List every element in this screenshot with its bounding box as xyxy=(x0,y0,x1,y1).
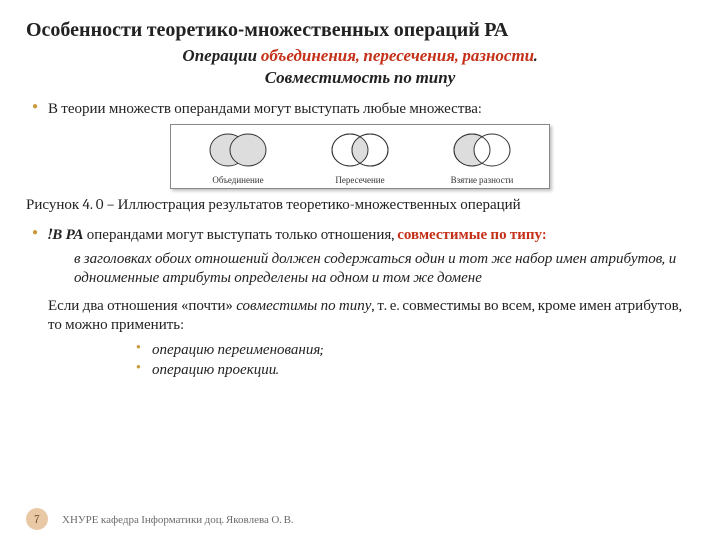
venn-intersect-icon xyxy=(320,129,400,171)
bullet-2: !В РА операндами могут выступать только … xyxy=(26,224,694,244)
main-list: В теории множеств операндами могут высту… xyxy=(26,98,694,118)
venn-intersect: Пересечение xyxy=(315,129,405,186)
subtitle-emphasis: объединения, пересечения, разности xyxy=(261,47,534,66)
bullet-2-red: совместимые по типу: xyxy=(397,225,546,243)
venn-row: Объединение Пересечение xyxy=(177,129,543,186)
subtitle-pre: Операции xyxy=(182,47,260,66)
venn-union-icon xyxy=(198,129,278,171)
bullet-2-warn: !В РА xyxy=(48,225,83,243)
bullet-2-mid: операндами могут выступать только отноше… xyxy=(83,225,397,243)
venn-figure: Объединение Пересечение xyxy=(170,124,550,189)
slide-subtitle-2: Совместимость по типу xyxy=(26,68,694,88)
figure-wrap: Объединение Пересечение xyxy=(26,124,694,189)
page-number: 7 xyxy=(26,508,48,530)
main-list-2: !В РА операндами могут выступать только … xyxy=(26,224,694,244)
sub-item-2: операцию проекции. xyxy=(136,359,694,379)
indent-definition: в заголовках обоих отношений должен соде… xyxy=(74,249,694,288)
para-italic: совместимы по типу xyxy=(236,296,371,314)
venn-union: Объединение xyxy=(193,129,283,186)
slide-footer: 7 ХНУРЕ кафедра Інформатики доц. Яковлев… xyxy=(26,508,293,530)
slide: Особенности теоретико-множественных опер… xyxy=(0,0,720,540)
slide-title: Особенности теоретико-множественных опер… xyxy=(26,18,694,42)
venn-diff-label: Взятие разности xyxy=(437,175,527,186)
slide-subtitle: Операции объединения, пересечения, разно… xyxy=(26,46,694,66)
venn-union-label: Объединение xyxy=(193,175,283,186)
venn-diff: Взятие разности xyxy=(437,129,527,186)
venn-intersect-label: Пересечение xyxy=(315,175,405,186)
venn-diff-icon xyxy=(442,129,522,171)
sub-item-1: операцию переименования; xyxy=(136,339,694,359)
footer-text: ХНУРЕ кафедра Інформатики доц. Яковлева … xyxy=(62,513,293,526)
sub-list: операцию переименования; операцию проекц… xyxy=(136,339,694,380)
subtitle-post: . xyxy=(534,47,537,66)
paragraph: Если два отношения «почти» совместимы по… xyxy=(48,296,694,335)
para-p1: Если два отношения «почти» xyxy=(48,296,236,314)
bullet-1: В теории множеств операндами могут высту… xyxy=(26,98,694,118)
figure-caption: Рисунок 4. 0 – Иллюстрация результатов т… xyxy=(26,195,694,214)
